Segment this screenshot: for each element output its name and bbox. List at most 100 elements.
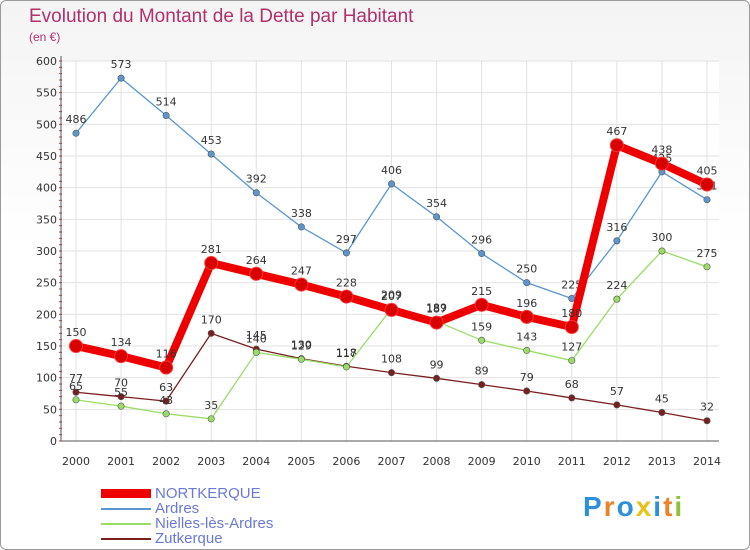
data-label: 63: [159, 381, 173, 394]
data-point: [297, 223, 305, 231]
data-label: 486: [66, 113, 87, 126]
data-point: [117, 402, 125, 410]
data-point: [387, 369, 395, 377]
data-point: [703, 196, 711, 204]
data-label: 117: [336, 347, 357, 360]
data-label: 453: [201, 134, 222, 147]
data-point: [523, 387, 531, 395]
legend-swatch: [101, 489, 151, 498]
data-label: 189: [426, 301, 447, 314]
data-label: 338: [291, 207, 312, 220]
data-point: [72, 396, 80, 404]
data-point: [162, 111, 170, 119]
x-tick-label: 2000: [62, 455, 90, 468]
data-label: 170: [201, 313, 222, 326]
legend-label: Zutkerque: [155, 530, 223, 547]
legend-swatch: [101, 537, 151, 540]
data-point: [342, 363, 350, 371]
data-label: 316: [606, 221, 627, 234]
data-point: [658, 408, 666, 416]
y-tick-label: 400: [36, 182, 57, 195]
data-point: [162, 410, 170, 418]
data-label: 207: [381, 290, 402, 303]
data-label: 45: [655, 393, 669, 406]
y-tick-label: 100: [36, 372, 57, 385]
chart-title: Evolution du Montant de la Dette par Hab…: [29, 6, 414, 27]
data-label: 116: [156, 348, 177, 361]
data-label: 224: [606, 279, 627, 292]
y-tick-label: 150: [36, 340, 57, 353]
data-point: [478, 381, 486, 389]
data-point: [703, 417, 711, 425]
data-label: 70: [114, 377, 128, 390]
data-point: [339, 289, 354, 304]
data-label: 187: [426, 303, 447, 316]
data-label: 79: [520, 371, 534, 384]
x-tick-label: 2010: [513, 455, 541, 468]
x-tick-label: 2007: [378, 455, 406, 468]
data-label: 354: [426, 197, 447, 210]
y-tick-label: 600: [36, 55, 57, 68]
x-tick-label: 2003: [197, 455, 225, 468]
data-label: 127: [561, 341, 582, 354]
data-label: 134: [111, 336, 132, 349]
data-point: [568, 357, 576, 365]
data-label: 118: [336, 346, 357, 359]
data-label: 32: [700, 401, 714, 414]
x-tick-label: 2014: [693, 455, 721, 468]
data-label: 264: [246, 254, 267, 267]
data-point: [658, 247, 666, 255]
legend-label: Ardres: [155, 500, 200, 517]
x-tick-label: 2008: [423, 455, 451, 468]
data-point: [162, 397, 170, 405]
legend-label: NORTKERQUE: [155, 485, 261, 502]
data-label: 55: [114, 386, 128, 399]
data-label: 140: [246, 332, 267, 345]
data-label: 143: [516, 330, 537, 343]
x-tick-label: 2006: [332, 455, 360, 468]
legend-item: Nielles-lès-Ardres: [101, 516, 273, 531]
chart-subtitle: (en €): [29, 30, 61, 44]
data-label: 514: [156, 95, 177, 108]
data-point: [114, 349, 129, 364]
data-point: [117, 393, 125, 401]
legend: NORTKERQUE Ardres Nielles-lès-Ardres Zutker…: [101, 486, 273, 546]
logo-letter: i: [653, 491, 664, 522]
data-point: [72, 129, 80, 137]
data-label: 300: [651, 231, 672, 244]
data-label: 57: [610, 385, 624, 398]
data-point: [703, 263, 711, 271]
data-point: [72, 388, 80, 396]
data-label: 573: [111, 58, 132, 71]
data-point: [69, 339, 83, 353]
x-tick-label: 2009: [468, 455, 496, 468]
data-label: 281: [201, 243, 222, 256]
data-point: [207, 150, 215, 158]
x-tick-label: 2011: [558, 455, 586, 468]
data-label: 209: [381, 289, 402, 302]
data-label: 275: [697, 247, 718, 260]
data-point: [384, 302, 399, 317]
data-label: 297: [336, 233, 357, 246]
y-tick-label: 250: [36, 277, 57, 290]
data-label: 296: [471, 234, 492, 247]
data-point: [474, 297, 489, 312]
x-tick-label: 2004: [242, 455, 270, 468]
data-point: [204, 256, 219, 271]
data-point: [433, 374, 441, 382]
data-label: 405: [697, 165, 718, 178]
data-point: [700, 177, 714, 192]
data-label: 180: [561, 307, 582, 320]
data-label: 130: [291, 339, 312, 352]
data-point: [478, 336, 486, 344]
legend-swatch: [101, 522, 151, 525]
data-point: [523, 346, 531, 354]
data-point: [568, 394, 576, 402]
data-label: 108: [381, 353, 402, 366]
data-label: 145: [246, 329, 267, 342]
y-tick-label: 300: [36, 245, 57, 258]
data-label: 247: [291, 265, 312, 278]
y-tick-label: 350: [36, 213, 57, 226]
